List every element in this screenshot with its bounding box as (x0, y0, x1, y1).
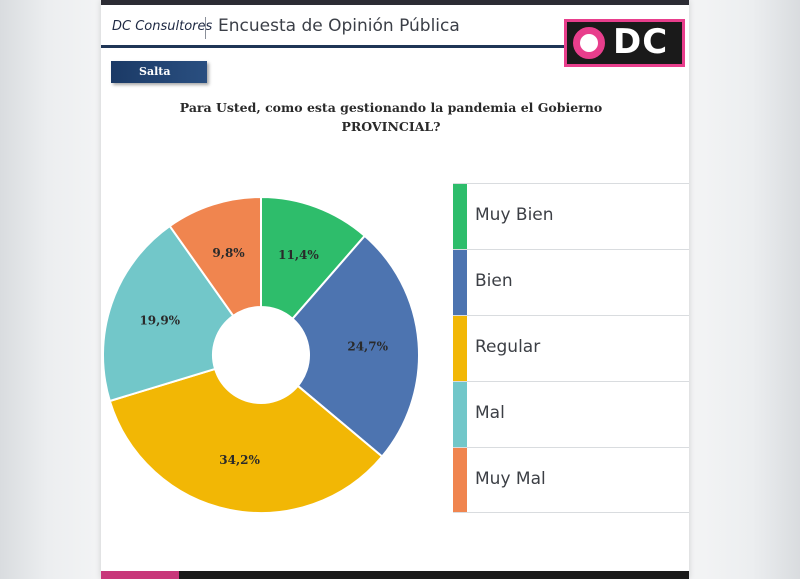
odc-logo: DC (564, 19, 685, 67)
page-title: Encuesta de Opinión Pública (218, 16, 460, 36)
region-label: Salta (139, 65, 171, 78)
pie-slice-muy-bien (260, 195, 367, 321)
footer-bar (101, 571, 689, 579)
legend-swatch (453, 382, 467, 447)
legend-swatch (453, 250, 467, 315)
pie-slice-regular (108, 367, 384, 514)
data-label: 24,7% (347, 340, 388, 354)
survey-card: DC Consultores Encuesta de Opinión Públi… (101, 0, 689, 579)
legend-item-mal: Mal (453, 381, 689, 447)
chart-legend: Muy Bien Bien Regular Mal Muy Mal (453, 183, 689, 513)
donut-chart: 11,4% 24,7% 34,2% 19,9% 9,8% (102, 195, 420, 514)
legend-label: Muy Mal (475, 469, 546, 489)
pie-slice-muy-mal (168, 195, 262, 318)
pie-slice-mal (102, 224, 235, 403)
legend-swatch (453, 184, 467, 249)
logo-o-icon (573, 27, 605, 59)
legend-label: Mal (475, 403, 505, 423)
data-label: 19,9% (139, 313, 180, 327)
footer-accent (101, 571, 179, 579)
header-rule (101, 45, 566, 48)
survey-question: Para Usted, como esta gestionando la pan… (179, 100, 603, 134)
legend-swatch (453, 316, 467, 381)
data-label: 11,4% (278, 248, 319, 262)
legend-item-bien: Bien (453, 249, 689, 315)
brand-name: DC Consultores (112, 19, 213, 34)
region-tag: Salta (111, 61, 207, 83)
legend-label: Regular (475, 337, 541, 357)
pie-slice-bien (291, 234, 420, 458)
legend-item-regular: Regular (453, 315, 689, 381)
legend-item-muy-mal: Muy Mal (453, 447, 689, 513)
logo-text: DC (613, 22, 669, 62)
legend-swatch (453, 448, 467, 512)
legend-item-muy-bien: Muy Bien (453, 183, 689, 249)
header-divider (205, 17, 206, 39)
data-label: 34,2% (219, 453, 260, 467)
legend-label: Muy Bien (475, 205, 554, 225)
legend-label: Bien (475, 271, 513, 291)
top-border (101, 0, 689, 5)
data-label: 9,8% (212, 246, 245, 260)
